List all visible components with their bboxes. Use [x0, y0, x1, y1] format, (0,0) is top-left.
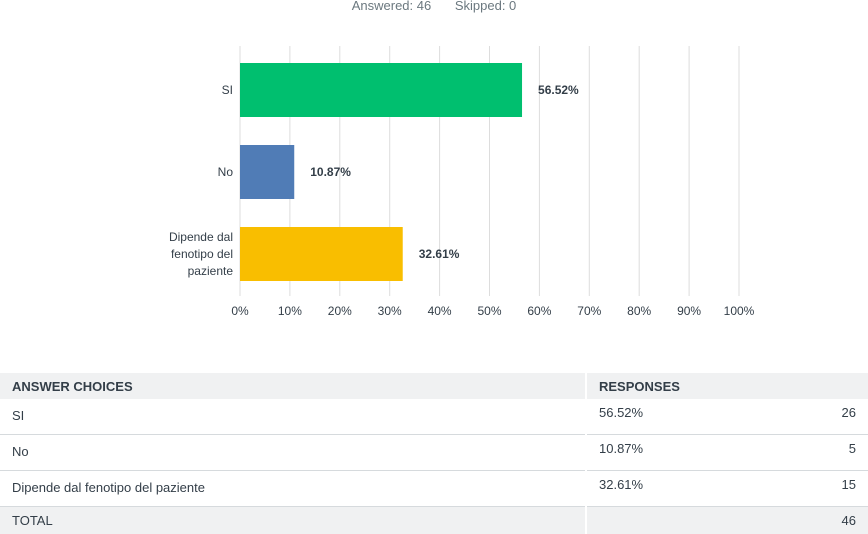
bar-chart: 0% 10% 20% 30% 40% 50% 60% 70% 80% 90% 100% 56.52% S… [0, 0, 868, 330]
total-spacer [586, 507, 767, 534]
choice-cell: SI [0, 399, 586, 435]
x-tick-label: 20% [328, 304, 352, 318]
answer-choices-header: ANSWER CHOICES [0, 373, 586, 399]
x-tick-label: 60% [527, 304, 551, 318]
x-tick-label: 0% [231, 304, 249, 318]
x-tick-label: 80% [627, 304, 651, 318]
category-label: paziente [188, 264, 234, 278]
x-tick-label: 70% [577, 304, 601, 318]
category-label: No [218, 165, 234, 179]
x-tick-label: 30% [378, 304, 402, 318]
category-label: Dipende dal [169, 230, 233, 244]
bar [240, 227, 403, 281]
category-label: fenotipo del [171, 247, 233, 261]
x-tick-label: 90% [677, 304, 701, 318]
total-row: TOTAL 46 [0, 507, 868, 534]
choice-cell: Dipende dal fenotipo del paziente [0, 471, 586, 507]
bar [240, 63, 522, 117]
count-cell: 26 [767, 399, 868, 435]
count-cell: 15 [767, 471, 868, 507]
bar-value-label: 10.87% [310, 165, 351, 179]
bar-value-label: 56.52% [538, 83, 579, 97]
percent-cell: 10.87% [586, 435, 767, 471]
bar [240, 145, 294, 199]
category-label: SI [222, 83, 233, 97]
total-label: TOTAL [0, 507, 586, 534]
responses-header: RESPONSES [586, 373, 868, 399]
x-tick-label: 10% [278, 304, 302, 318]
percent-cell: 56.52% [586, 399, 767, 435]
count-cell: 5 [767, 435, 868, 471]
bar-value-label: 32.61% [419, 247, 460, 261]
total-count: 46 [767, 507, 868, 534]
table-header-row: ANSWER CHOICES RESPONSES [0, 373, 868, 399]
x-tick-label: 40% [428, 304, 452, 318]
percent-cell: 32.61% [586, 471, 767, 507]
x-tick-label: 50% [477, 304, 501, 318]
choice-cell: No [0, 435, 586, 471]
x-tick-label: 100% [724, 304, 755, 318]
